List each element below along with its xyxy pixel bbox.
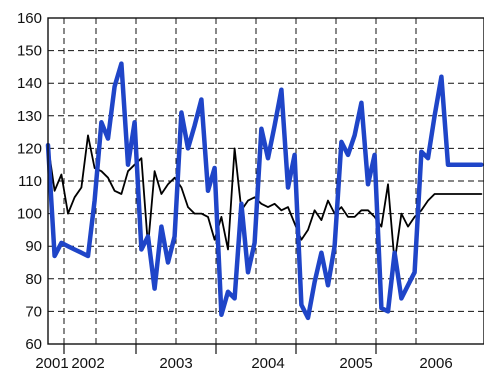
x-period-label: 2004	[251, 355, 284, 372]
y-tick-label: 160	[17, 10, 42, 27]
y-tick-label: 100	[17, 206, 42, 223]
y-tick-label: 130	[17, 108, 42, 125]
plot-frame	[47, 17, 484, 345]
y-tick-label: 90	[25, 238, 42, 255]
x-period-label: 2003	[159, 355, 192, 372]
y-tick-label: 80	[25, 271, 42, 288]
y-tick-label: 60	[25, 336, 42, 353]
series-layer	[45, 61, 484, 321]
y-tick-label: 150	[17, 43, 42, 60]
y-tick-label: 110	[18, 173, 42, 190]
y-tick-label: 70	[25, 303, 42, 320]
blue-series-line	[45, 61, 484, 321]
black-series-line	[47, 134, 483, 264]
x-period-label: 2001	[35, 355, 68, 372]
x-period-label: 2005	[339, 355, 372, 372]
x-period-label: 2006	[419, 355, 452, 372]
y-tick-label: 120	[17, 140, 42, 157]
y-tick-label: 140	[17, 75, 42, 92]
x-period-label: 2002	[71, 355, 104, 372]
axis-layer: 60 70 80 90 100 110 120 130 140 150 160 2001 2002 200…	[17, 10, 453, 372]
